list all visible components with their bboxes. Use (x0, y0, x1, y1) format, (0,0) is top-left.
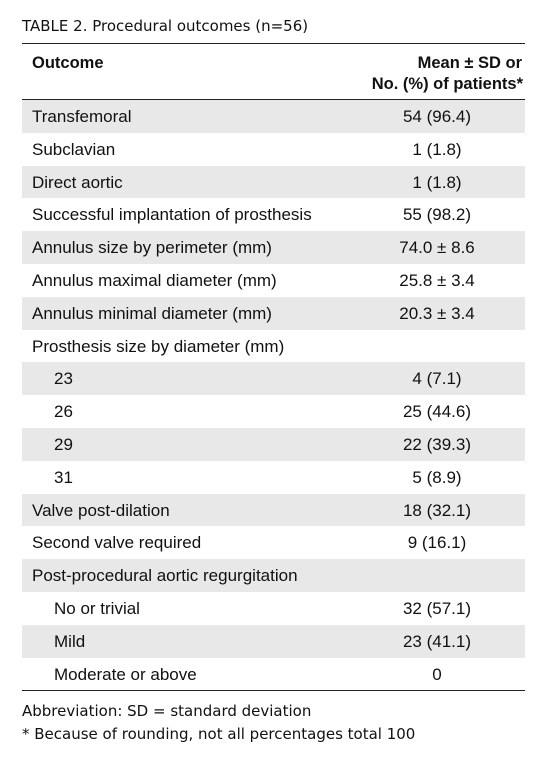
row-value: 9 (16.1) (407, 533, 467, 553)
row-value: 4 (7.1) (412, 369, 462, 389)
row-value: 25.8 ± 3.4 (399, 271, 475, 290)
row-label: Annulus size by perimeter (mm) (32, 238, 272, 258)
row-label: 31 (54, 467, 73, 487)
row-value: 18 (32.1) (402, 500, 472, 520)
row-label: 26 (54, 402, 73, 422)
row-label: Annulus minimal diameter (mm) (32, 303, 272, 323)
footnote: Abbreviation: SD = standard deviation (22, 702, 312, 720)
table-row: Annulus size by perimeter (mm) 74.0 ± 8.6 (22, 231, 525, 264)
row-label: Moderate or above (54, 664, 197, 684)
header-cell: Outcome (32, 54, 104, 72)
table-row: Direct aortic 1 (1.8) (22, 165, 525, 199)
row-value: 32 (57.1) (402, 599, 472, 618)
table-row: 29 22 (39.3) (22, 428, 525, 461)
row-value: 0 (432, 664, 442, 684)
row-label: 29 (54, 435, 73, 454)
row-value: 22 (39.3) (402, 435, 472, 454)
table-row: Annulus minimal diameter (mm) 20.3 ± 3.4 (22, 296, 525, 330)
footnote: * Because of rounding, not all percentag… (22, 725, 416, 743)
row-value: 54 (96.4) (402, 107, 472, 126)
top-rule (22, 43, 525, 44)
header-line: Mean ± SD or (417, 54, 522, 72)
table-row: No or trivial 32 (57.1) (22, 592, 525, 625)
row-label: Post-procedural aortic regurgitation (32, 566, 298, 586)
table-row: Transfemoral 54 (96.4) (22, 100, 525, 133)
table-row: Subclavian 1 (1.8) (22, 133, 525, 166)
row-label: Transfemoral (32, 107, 132, 126)
row-label: Second valve required (32, 533, 202, 553)
table-row: Annulus maximal diameter (mm) 25.8 ± 3.4 (22, 264, 525, 297)
table-row: Successful implantation of prosthesis 55 … (22, 198, 525, 231)
table-row: 26 25 (44.6) (22, 395, 525, 428)
table-row: 31 5 (8.9) (22, 461, 525, 494)
table-row: 23 4 (7.1) (22, 362, 525, 396)
row-label: Direct aortic (32, 172, 123, 192)
row-label: Subclavian (32, 139, 116, 159)
row-label: Valve post-dilation (32, 500, 170, 520)
row-label: Prosthesis size by diameter (mm) (32, 336, 285, 356)
header-rule (22, 99, 525, 100)
header-line: No. (%) of patients* (371, 75, 523, 93)
row-value: 25 (44.6) (402, 402, 472, 422)
table-title: TABLE 2. Procedural outcomes (n=56) (22, 17, 309, 35)
table-row: Mild 23 (41.1) (22, 624, 525, 658)
row-value: 1 (1.8) (412, 139, 462, 159)
table-row: Second valve required 9 (16.1) (22, 526, 525, 559)
table-row: Moderate or above 0 (22, 658, 525, 691)
row-value: 74.0 ± 8.6 (399, 238, 475, 258)
row-label: Annulus maximal diameter (mm) (32, 271, 277, 290)
row-value: 55 (98.2) (402, 205, 472, 225)
row-value: 20.3 ± 3.4 (399, 303, 475, 323)
row-label: 23 (54, 369, 73, 389)
row-value: 1 (1.8) (412, 172, 462, 192)
row-value: 23 (41.1) (402, 631, 472, 651)
table-row: Valve post-dilation 18 (32.1) (22, 493, 525, 527)
row-label: No or trivial (54, 599, 140, 618)
table-row: Post-procedural aortic regurgitation (22, 559, 525, 592)
bottom-rule (22, 690, 525, 691)
row-label: Successful implantation of prosthesis (32, 205, 312, 225)
header-cell: Mean ± SD or No. (%) of patients* (330, 53, 523, 95)
row-value: 5 (8.9) (412, 467, 462, 487)
row-label: Mild (54, 631, 86, 651)
table-row: Prosthesis size by diameter (mm) (22, 330, 525, 363)
